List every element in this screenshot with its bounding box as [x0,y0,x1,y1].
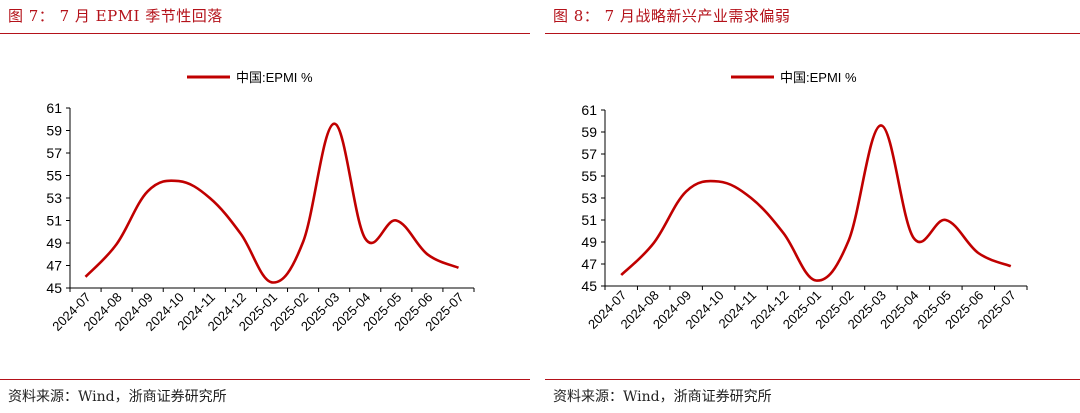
y-tick-label: 51 [46,213,62,229]
figure-title: 图 8： 7 月战略新兴产业需求偏弱 [553,7,791,25]
y-tick-label: 61 [46,100,62,116]
series-line [84,122,460,284]
y-tick-label: 47 [581,256,597,272]
series-line [620,124,1012,282]
y-tick-label: 55 [46,168,62,184]
y-tick-label: 59 [46,123,62,139]
y-tick-label: 45 [46,280,62,296]
y-tick-label: 53 [581,190,597,206]
title-divider [545,33,1080,34]
figure-8-panel: 图 8： 7 月战略新兴产业需求偏弱 中国:EPMI % 45 47 49 51 53 55… [545,0,1080,413]
epmi-line-chart: 中国:EPMI %4547495153555759612024-072024-0… [46,70,475,334]
y-tick-label: 61 [581,102,597,118]
legend-label: 中国:EPMI % [780,70,857,85]
y-tick-label: 55 [581,168,597,184]
title-divider [0,33,530,34]
source-divider [545,379,1080,380]
y-tick-label: 47 [46,258,62,274]
y-tick-label: 45 [581,278,597,294]
y-tick-label: 51 [581,212,597,228]
source-note: 资料来源：Wind，浙商证券研究所 [553,389,772,405]
source-note: 资料来源：Wind，浙商证券研究所 [8,389,227,405]
y-tick-label: 53 [46,190,62,206]
epmi-line-chart: 中国:EPMI %4547495153555759612024-072024-0… [581,70,1028,332]
y-tick-label: 49 [46,235,62,251]
y-tick-label: 49 [581,234,597,250]
legend-label: 中国:EPMI % [236,70,313,85]
y-tick-label: 59 [581,124,597,140]
source-divider [0,379,530,380]
figure-title: 图 7： 7 月 EPMI 季节性回落 [8,7,223,25]
figure-7-panel: 图 7： 7 月 EPMI 季节性回落 中国:EPMI % 45 47 49 51 53 5… [0,0,530,413]
y-tick-label: 57 [46,145,62,161]
y-tick-label: 57 [581,146,597,162]
